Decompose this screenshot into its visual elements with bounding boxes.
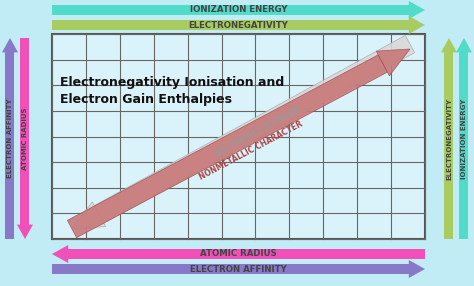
Bar	[445, 52, 454, 239]
Bar	[20, 38, 29, 225]
Text: ATOMIC RADIUS: ATOMIC RADIUS	[22, 107, 28, 170]
Polygon shape	[2, 38, 18, 52]
Bar	[68, 249, 425, 259]
Bar	[52, 20, 409, 30]
Bar	[52, 34, 425, 239]
Bar	[52, 264, 409, 274]
Text: METALLIC CHARACTER: METALLIC CHARACTER	[211, 102, 301, 156]
Polygon shape	[17, 225, 33, 239]
Polygon shape	[441, 38, 457, 52]
Text: ELECTRONEGATIVITY: ELECTRONEGATIVITY	[189, 21, 289, 29]
Text: ELECTRON AFFINITY: ELECTRON AFFINITY	[7, 99, 13, 178]
Text: IONIZATION ENERGY: IONIZATION ENERGY	[461, 98, 467, 179]
Text: ELECTRON AFFINITY: ELECTRON AFFINITY	[190, 265, 287, 273]
Text: Electronegativity Ionisation and
Electron Gain Enthalpies: Electronegativity Ionisation and Electro…	[60, 76, 284, 106]
Text: NONMETALLIC CHARACTER: NONMETALLIC CHARACTER	[198, 120, 304, 182]
Polygon shape	[456, 38, 472, 52]
Polygon shape	[52, 245, 68, 263]
Polygon shape	[376, 49, 410, 76]
Polygon shape	[409, 16, 425, 34]
Polygon shape	[409, 1, 425, 19]
Text: ELECTRONEGATIVITY: ELECTRONEGATIVITY	[446, 98, 452, 180]
Bar	[6, 52, 15, 239]
Polygon shape	[409, 260, 425, 278]
Bar	[459, 52, 468, 239]
Text: ATOMIC RADIUS: ATOMIC RADIUS	[200, 249, 277, 259]
Polygon shape	[67, 55, 387, 238]
Polygon shape	[94, 35, 415, 223]
Polygon shape	[72, 202, 106, 229]
Bar	[52, 5, 409, 15]
Text: IONIZATION ENERGY: IONIZATION ENERGY	[190, 5, 287, 15]
